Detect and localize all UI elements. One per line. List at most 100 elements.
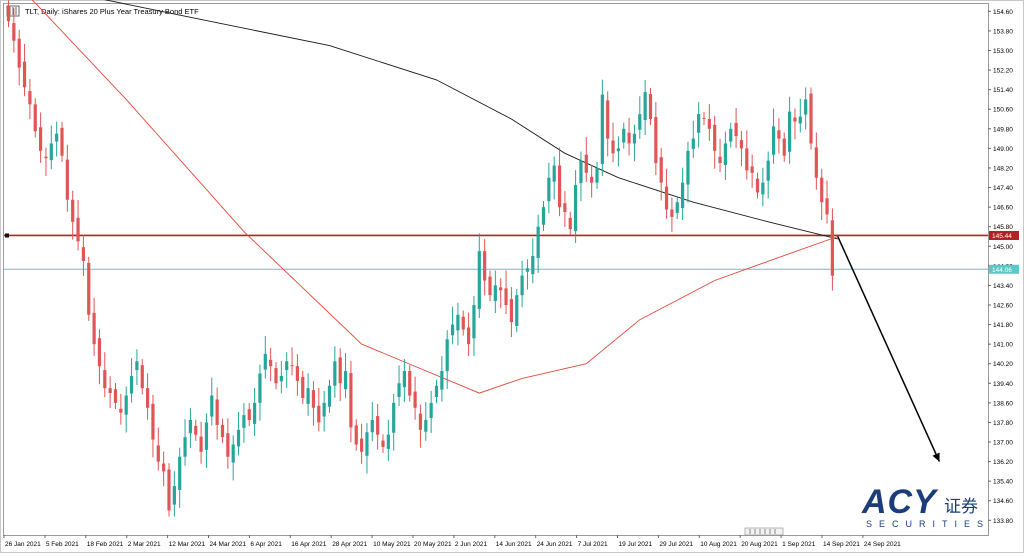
candle-body <box>734 122 738 137</box>
candle <box>12 8 16 53</box>
candle <box>477 233 481 318</box>
candle <box>691 120 695 158</box>
candle <box>782 132 786 162</box>
candle-body <box>103 370 107 389</box>
candle-body <box>172 486 176 505</box>
candle-body <box>392 402 396 433</box>
candle-body <box>199 436 203 452</box>
candle-body <box>306 388 310 404</box>
candle <box>226 418 230 469</box>
candle-body <box>178 456 182 490</box>
candle-body <box>6 6 11 22</box>
candle-body <box>253 402 257 424</box>
x-tick-label: 10 Aug 2021 <box>700 541 737 548</box>
candle <box>49 125 53 170</box>
x-tick-label: 10 May 2021 <box>373 541 411 548</box>
candle-body <box>376 416 380 435</box>
candle <box>450 306 455 345</box>
candle <box>210 377 214 426</box>
candle <box>483 239 487 296</box>
candle-body <box>472 304 476 339</box>
candle-body <box>129 375 134 394</box>
candle <box>493 270 497 314</box>
candle <box>531 238 535 284</box>
candle-body <box>440 371 444 390</box>
candle <box>135 349 139 385</box>
candle-body <box>707 119 711 129</box>
candle <box>311 381 316 426</box>
candle <box>44 147 48 177</box>
candle <box>595 161 599 189</box>
price-label: 145.44 <box>992 233 1012 240</box>
y-tick-label: 145.80 <box>993 224 1013 231</box>
projection-arrow <box>837 236 941 462</box>
candle-body <box>124 395 128 415</box>
candle <box>55 121 59 157</box>
candle-body <box>81 247 85 261</box>
candle-body <box>611 140 615 154</box>
candle-body <box>531 256 535 275</box>
candle <box>488 270 492 302</box>
y-tick-label: 141.80 <box>993 322 1013 329</box>
y-tick-label: 146.60 <box>993 205 1013 212</box>
candle-body <box>49 143 53 161</box>
ma-slow-line <box>103 0 838 240</box>
candle <box>215 387 219 440</box>
x-tick-label: 24 Jun 2021 <box>537 541 573 548</box>
candle <box>809 87 813 150</box>
candle-body <box>595 167 599 183</box>
chart-header: TLT, Daily: iShares 20 Plus Year Treasur… <box>6 5 199 17</box>
candle <box>424 402 428 441</box>
candle-body <box>536 226 540 258</box>
y-tick-label: 145.00 <box>993 244 1013 251</box>
level-handle[interactable] <box>5 233 9 238</box>
candle-body <box>242 415 246 428</box>
scroll-handle[interactable] <box>744 527 784 536</box>
candle <box>525 259 530 290</box>
candle <box>664 168 669 219</box>
x-tick-label: 14 Sep 2021 <box>823 541 860 548</box>
candle <box>697 102 701 148</box>
candle-body <box>788 111 792 152</box>
candle-body <box>156 445 160 462</box>
candle <box>295 354 299 396</box>
candle <box>392 393 396 451</box>
candle <box>579 151 583 201</box>
candle-body <box>456 314 460 331</box>
candle <box>681 167 685 221</box>
candle <box>702 111 706 126</box>
y-tick-label: 150.60 <box>993 107 1013 114</box>
candle-body <box>664 186 669 210</box>
candle <box>22 43 27 97</box>
candle-body <box>295 366 299 381</box>
candle <box>563 191 567 227</box>
candle-body <box>622 128 626 143</box>
x-tick-label: 19 Jul 2021 <box>619 541 653 548</box>
y-tick-label: 153.00 <box>993 48 1013 55</box>
y-tick-label: 152.20 <box>993 68 1013 75</box>
candle-body <box>408 371 412 396</box>
candle <box>804 87 808 130</box>
candle-body <box>12 23 16 41</box>
candle-body <box>777 130 781 139</box>
candle <box>638 96 642 139</box>
candle <box>397 365 401 407</box>
candle <box>788 96 792 164</box>
price-label-box <box>989 230 1019 240</box>
candle <box>6 0 11 28</box>
candle <box>370 402 374 442</box>
candle-body <box>231 444 235 463</box>
y-tick-label: 147.40 <box>993 185 1013 192</box>
candle-body <box>220 424 225 438</box>
x-tick-label: 2 Jun 2021 <box>455 541 488 548</box>
y-tick-label: 149.00 <box>993 146 1013 153</box>
candle <box>456 302 460 346</box>
candle <box>129 358 134 403</box>
candle <box>279 361 283 394</box>
candle-body <box>579 160 583 184</box>
candle <box>269 347 273 382</box>
candle <box>750 154 754 188</box>
candle-body <box>360 438 364 452</box>
candle-body <box>33 104 37 132</box>
logo-securities: SECURITIES <box>866 519 990 529</box>
